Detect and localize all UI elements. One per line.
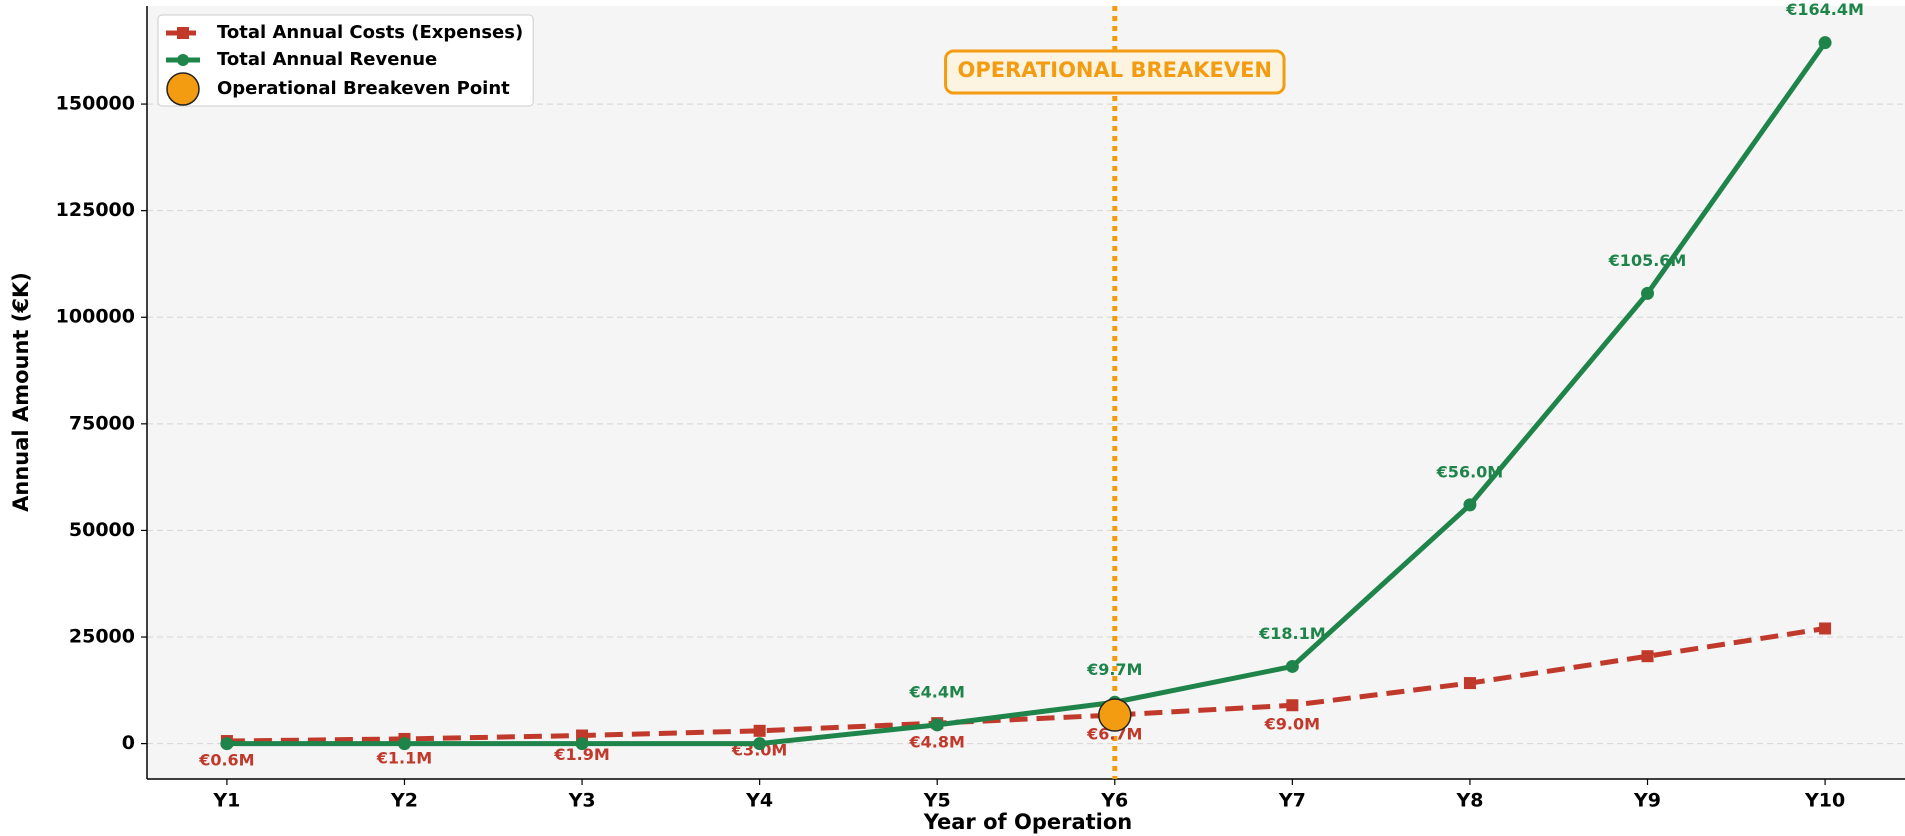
data-label: €9.7M: [1086, 660, 1142, 679]
y-tick-label: 75000: [69, 412, 135, 434]
series-line: [226, 626, 1826, 744]
marker: [930, 718, 944, 732]
marker: [575, 737, 589, 751]
x-tick-label: Y1: [212, 790, 240, 812]
marker: [1286, 699, 1299, 712]
annotation: OPERATIONAL BREAKEVEN: [958, 58, 1272, 82]
data-label: €105.6M: [1608, 251, 1687, 270]
marker: [1463, 498, 1477, 512]
data-label: €1.9M: [553, 745, 609, 764]
series-line: [226, 41, 1828, 747]
marker: [1641, 650, 1654, 663]
marker: [220, 737, 234, 751]
y-tick-label: 25000: [69, 626, 135, 648]
legend-marker: [177, 27, 189, 39]
legend-label: Operational Breakeven Point: [217, 78, 510, 99]
data-label: €4.8M: [909, 733, 965, 752]
x-tick-label: Y7: [1278, 790, 1306, 812]
marker: [1285, 659, 1299, 673]
data-label: €164.4M: [1785, 0, 1864, 19]
marker: [397, 737, 411, 751]
data-label: €1.1M: [376, 748, 432, 767]
legend-marker: [177, 54, 189, 66]
legend-box: [157, 14, 534, 107]
y-tick-label: 150000: [56, 93, 135, 115]
x-tick-label: Y5: [923, 790, 951, 812]
marker: [1641, 286, 1655, 300]
x-tick-label: Y3: [568, 790, 596, 812]
data-label: €4.4M: [909, 682, 965, 701]
x-tick-label: Y4: [745, 790, 773, 812]
data-label: €56.0M: [1436, 462, 1504, 481]
y-axis-label: Annual Amount (€K): [9, 272, 33, 512]
y-tick-label: 0: [122, 732, 135, 754]
marker: [1818, 36, 1832, 50]
data-label: €6.7M: [1086, 725, 1142, 744]
marker: [1819, 622, 1832, 635]
x-tick-label: Y10: [1804, 790, 1845, 812]
legend-marker: [166, 72, 200, 106]
annotation-box: [944, 49, 1286, 95]
legend-label: Total Annual Costs (Expenses): [217, 22, 523, 43]
y-tick-label: 125000: [56, 199, 135, 221]
data-label: €18.1M: [1258, 624, 1326, 643]
legend-label: Total Annual Revenue: [217, 49, 437, 70]
data-label: €0.6M: [198, 751, 254, 770]
x-tick-label: Y9: [1633, 790, 1661, 812]
marker: [753, 724, 766, 737]
legend: Total Annual Costs (Expenses) Total Annua…: [157, 14, 534, 107]
data-label: €9.0M: [1264, 715, 1320, 734]
y-tick-label: 50000: [69, 519, 135, 541]
plot-area: [147, 6, 1905, 779]
x-tick-label: Y8: [1455, 790, 1483, 812]
breakeven-point: [1098, 698, 1132, 732]
x-axis-label: Year of Operation: [923, 810, 1133, 834]
marker: [1463, 677, 1476, 690]
x-tick-label: Y6: [1100, 790, 1128, 812]
marker: [753, 737, 767, 751]
y-tick-label: 100000: [56, 306, 135, 328]
x-tick-label: Y2: [390, 790, 418, 812]
